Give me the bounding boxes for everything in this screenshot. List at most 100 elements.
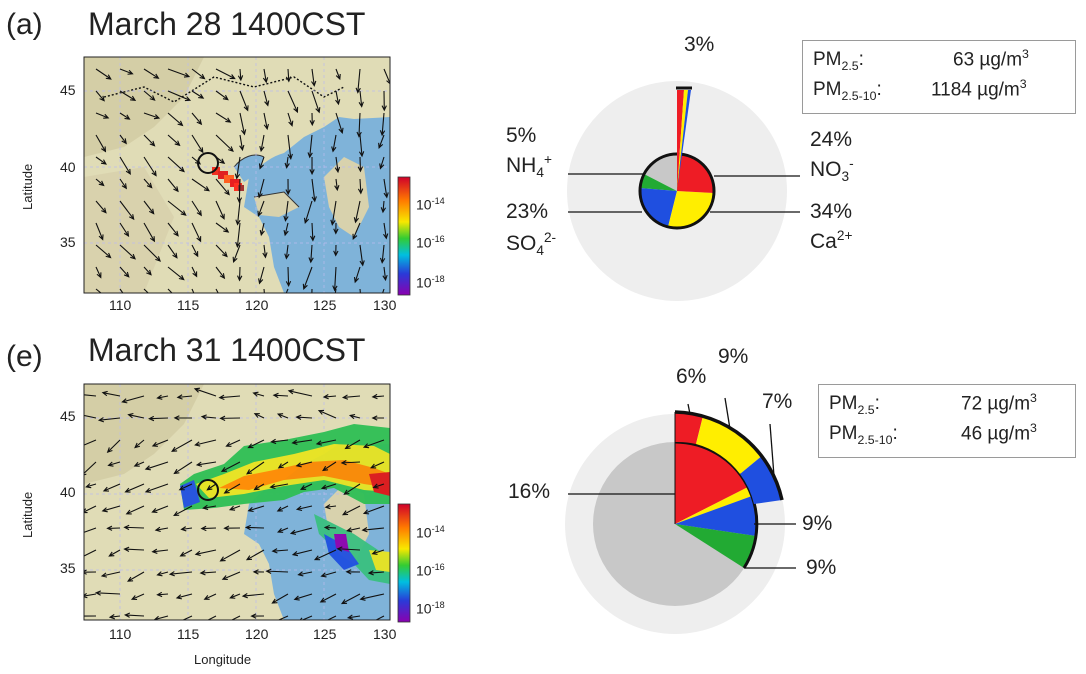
wind-arrow xyxy=(215,178,230,196)
wind-arrow xyxy=(276,413,289,419)
fine-slice-nitrate xyxy=(675,442,748,524)
wind-arrow xyxy=(84,615,97,617)
wind-arrow xyxy=(375,615,385,620)
wind-arrow xyxy=(84,439,97,446)
wind-arrow xyxy=(143,68,160,79)
wind-arrow xyxy=(95,200,107,214)
pie-slice-ammonium xyxy=(640,174,677,191)
wind-arrow xyxy=(97,417,121,423)
wind-arrow xyxy=(215,200,225,220)
wind-arrow xyxy=(215,244,228,258)
wind-arrow xyxy=(143,288,149,293)
pie-label-no3-pct: 24% xyxy=(810,128,853,151)
colorbar-tick: 10-18 xyxy=(416,600,445,617)
wind-arrow xyxy=(383,68,390,85)
wind-arrow xyxy=(341,394,361,400)
wind-arrow xyxy=(167,288,176,293)
wind-arrow xyxy=(336,546,361,552)
lat-tick: 40 xyxy=(60,484,76,500)
wind-arrow xyxy=(102,483,121,492)
panel-a-pm-box: PM2.5: 63 µg/m3 PM2.5-10: 1184 µg/m3 xyxy=(802,40,1076,114)
coarse-slice-sulfate xyxy=(740,455,782,504)
wind-arrow xyxy=(358,90,364,108)
wind-arrow xyxy=(340,460,361,466)
wind-arrow xyxy=(362,439,385,449)
wind-arrow xyxy=(262,68,269,84)
wind-arrow xyxy=(379,244,386,264)
wind-arrow xyxy=(241,593,265,599)
wind-arrow xyxy=(371,393,385,400)
wind-arrow xyxy=(232,244,241,263)
pm25-label: PM2.5: xyxy=(829,393,880,418)
wind-arrow xyxy=(173,461,193,475)
wind-arrow xyxy=(315,439,337,446)
wind-arrow xyxy=(353,266,361,284)
wind-arrow xyxy=(371,415,385,421)
lon-tick: 120 xyxy=(245,626,269,642)
fine-slice-calcium xyxy=(675,487,752,524)
colorbar-tick: 10-14 xyxy=(416,524,445,541)
wind-arrow xyxy=(178,483,193,491)
pm25-label: PM2.5: xyxy=(813,49,864,74)
wind-arrow xyxy=(334,178,340,192)
wind-arrow xyxy=(119,112,131,120)
wind-arrow xyxy=(223,483,241,494)
wind-arrow xyxy=(357,156,363,173)
pie-slice-sulfate xyxy=(639,188,677,227)
wind-arrow xyxy=(95,266,102,279)
wind-arrow xyxy=(203,593,217,600)
wind-arrow xyxy=(119,244,136,260)
wind-arrow xyxy=(156,571,169,577)
wind-arrow xyxy=(285,68,292,83)
wind-arrow xyxy=(215,112,232,123)
wind-arrow xyxy=(277,615,289,620)
wind-arrow xyxy=(284,244,290,260)
pie-slice-calcium xyxy=(668,191,714,229)
wind-arrow xyxy=(271,548,289,554)
wind-arrow xyxy=(379,112,386,137)
panel-e-x-axis-title: Longitude xyxy=(194,652,252,667)
wind-arrow xyxy=(253,483,265,491)
wind-arrow xyxy=(287,389,313,397)
wind-arrow xyxy=(228,505,241,511)
wind-arrow xyxy=(237,68,244,82)
pie-slice-nitrate xyxy=(677,153,715,193)
wind-arrow xyxy=(167,68,191,78)
wind-arrow xyxy=(133,461,145,467)
wind-arrow xyxy=(218,394,241,400)
wind-arrow xyxy=(134,439,145,449)
wind-arrow xyxy=(277,527,289,533)
wind-arrow xyxy=(362,505,385,515)
wind-arrow xyxy=(119,156,131,175)
wind-arrow xyxy=(193,387,217,397)
panel-e-letter: (e) xyxy=(6,340,43,373)
wind-arrow xyxy=(206,615,217,620)
wind-arrow xyxy=(295,414,313,420)
wind-arrow xyxy=(291,439,313,445)
wind-arrow xyxy=(289,527,313,535)
wind-arrow xyxy=(180,526,193,532)
wind-arrow xyxy=(285,266,292,288)
colorbar-tick: 10-14 xyxy=(416,196,445,213)
wind-arrow xyxy=(127,412,145,419)
wind-arrow xyxy=(123,546,145,552)
wind-arrow xyxy=(194,439,217,447)
lon-tick: 125 xyxy=(313,297,337,313)
wind-arrow xyxy=(119,266,130,278)
wind-arrow xyxy=(85,483,97,489)
wind-arrow xyxy=(346,527,361,533)
pie-label-nh4-pct: 5% xyxy=(506,124,537,147)
wind-arrow xyxy=(215,222,230,233)
wind-arrow xyxy=(191,244,199,258)
wind-arrow xyxy=(322,461,337,472)
wind-arrow xyxy=(179,549,193,557)
wind-arrow xyxy=(94,590,121,596)
wind-arrow xyxy=(143,178,153,189)
wind-arrow xyxy=(156,394,169,400)
wind-arrow xyxy=(215,288,219,293)
wind-arrow xyxy=(123,524,145,531)
wind-arrow xyxy=(121,395,145,404)
wind-arrow xyxy=(320,483,337,490)
wind-arrow xyxy=(247,505,265,513)
pm10-value: 46 µg/m3 xyxy=(961,421,1037,445)
